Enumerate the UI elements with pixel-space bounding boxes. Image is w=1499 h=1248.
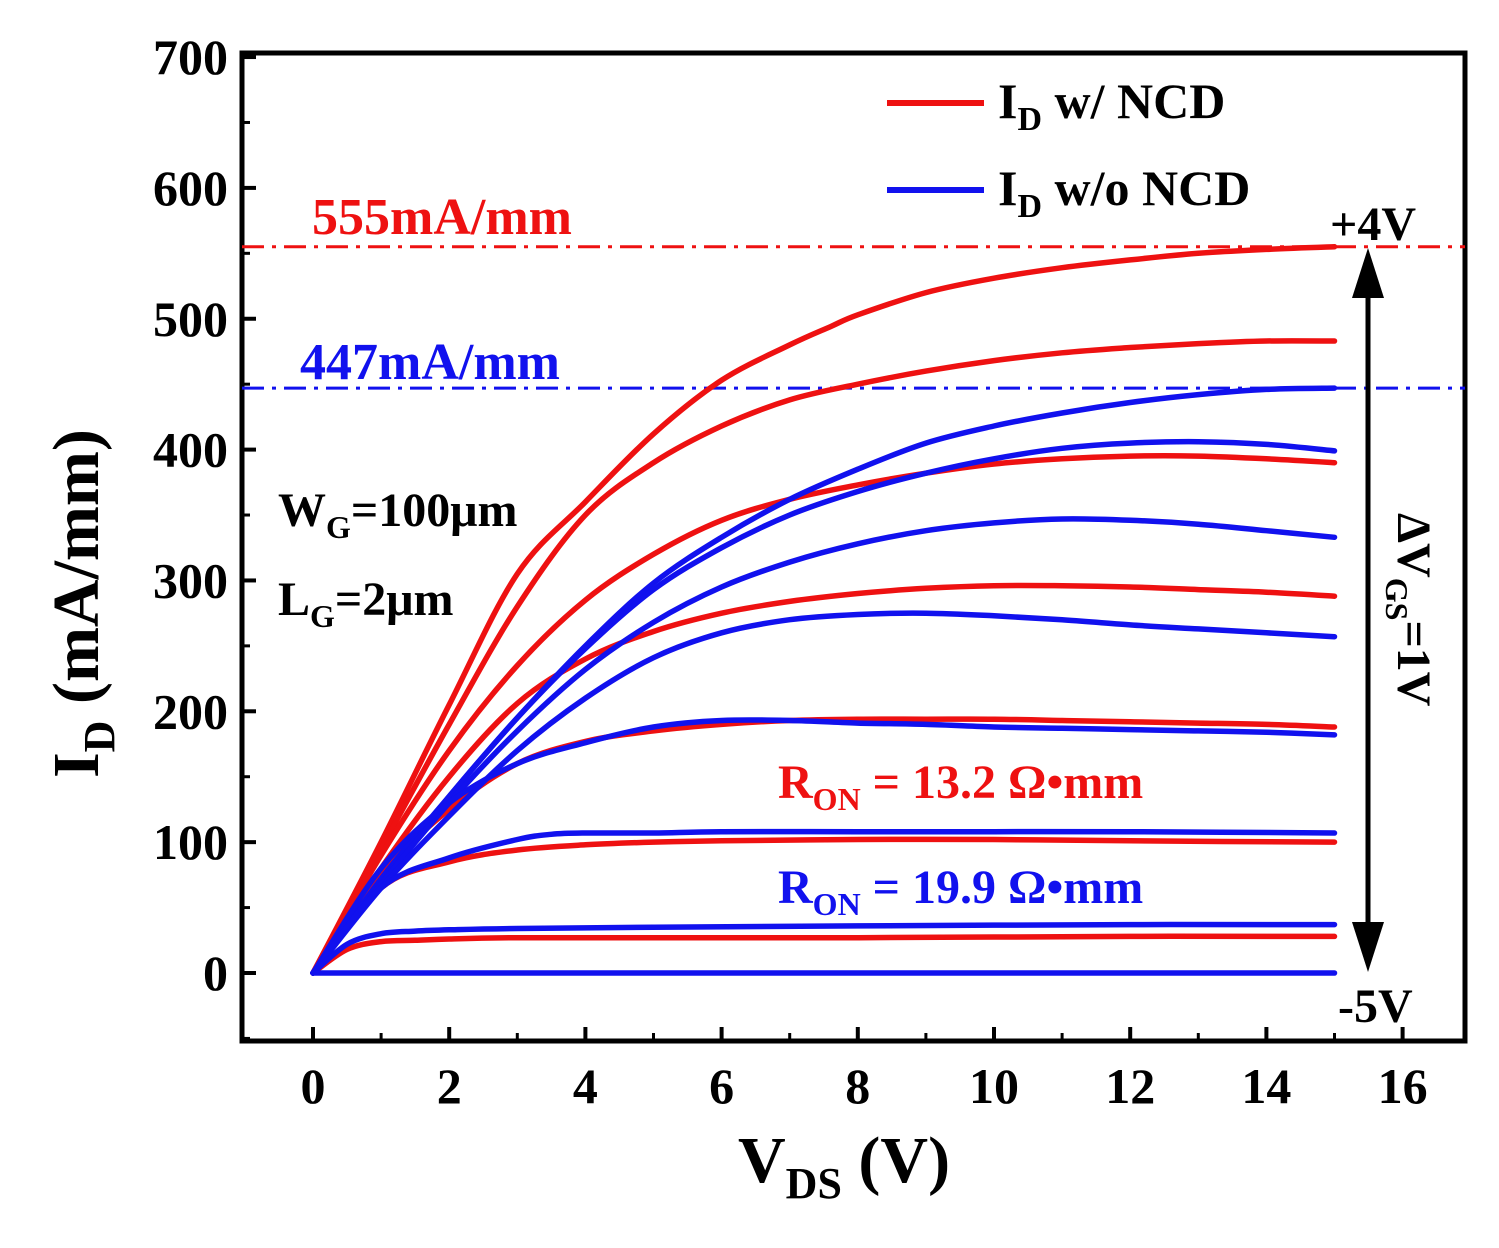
y-axis-ticks: 0 100 200 300 400 500 600 700 xyxy=(153,29,256,1040)
x-tick-label: 6 xyxy=(709,1058,734,1114)
series-line-no_ncd-13 xyxy=(310,921,1338,976)
y-tick-label: 500 xyxy=(153,291,228,347)
curve-group xyxy=(310,244,1338,976)
series-line-no_ncd-9 xyxy=(310,516,1338,976)
ron-no-ncd-annotation: RON = 19.9 Ω•mm xyxy=(778,861,1143,922)
y-tick-label: 700 xyxy=(153,29,228,85)
legend-label-ncd: ID w/ NCD xyxy=(998,73,1225,138)
gate-length-annotation: LG=2μm xyxy=(278,573,453,634)
x-tick-label: 0 xyxy=(301,1058,326,1114)
y-axis-title: ID (mA/mm) xyxy=(40,429,124,778)
x-tick-label: 2 xyxy=(437,1058,462,1114)
series-line-ncd-3 xyxy=(310,582,1338,976)
reference-label-ncd: 555mA/mm xyxy=(312,189,572,246)
x-tick-label: 12 xyxy=(1105,1058,1155,1114)
y-tick-label: 400 xyxy=(153,422,228,478)
series-line-no_ncd-12 xyxy=(310,828,1338,976)
y-tick-label: 0 xyxy=(203,945,228,1001)
x-axis-ticks: 0 2 4 6 8 10 12 14 16 xyxy=(301,1027,1428,1114)
y-tick-label: 200 xyxy=(153,683,228,739)
series-line-no_ncd-11 xyxy=(310,717,1338,976)
series-line-no_ncd-8 xyxy=(310,438,1338,976)
vgs-bottom-label: -5V xyxy=(1338,980,1413,1033)
legend: ID w/ NCD ID w/o NCD xyxy=(887,73,1250,225)
x-tick-label: 16 xyxy=(1378,1058,1428,1114)
y-tick-label: 300 xyxy=(153,552,228,608)
gate-width-annotation: WG=100μm xyxy=(278,484,517,545)
series-line-ncd-6 xyxy=(310,933,1338,976)
vgs-arrow-head-down xyxy=(1352,922,1384,972)
x-axis-title: VDS (V) xyxy=(738,1124,950,1208)
x-tick-label: 8 xyxy=(845,1058,870,1114)
y-tick-label: 600 xyxy=(153,160,228,216)
vgs-arrow-head-up xyxy=(1352,248,1384,298)
series-line-no_ncd-10 xyxy=(310,610,1338,976)
plot-frame xyxy=(239,50,1468,1044)
x-tick-label: 10 xyxy=(969,1058,1019,1114)
series-line-ncd-0 xyxy=(310,244,1338,976)
x-tick-label: 14 xyxy=(1241,1058,1291,1114)
reference-label-no-ncd: 447mA/mm xyxy=(300,334,560,391)
ron-ncd-annotation: RON = 13.2 Ω•mm xyxy=(778,756,1143,817)
series-line-ncd-5 xyxy=(310,836,1338,976)
legend-label-no-ncd: ID w/o NCD xyxy=(998,160,1250,225)
x-tick-label: 4 xyxy=(573,1058,598,1114)
vgs-top-label: +4V xyxy=(1330,198,1416,251)
series-line-ncd-1 xyxy=(310,338,1338,976)
y-tick-label: 100 xyxy=(153,814,228,870)
vgs-step-label: ΔVGS=1V xyxy=(1379,513,1440,707)
